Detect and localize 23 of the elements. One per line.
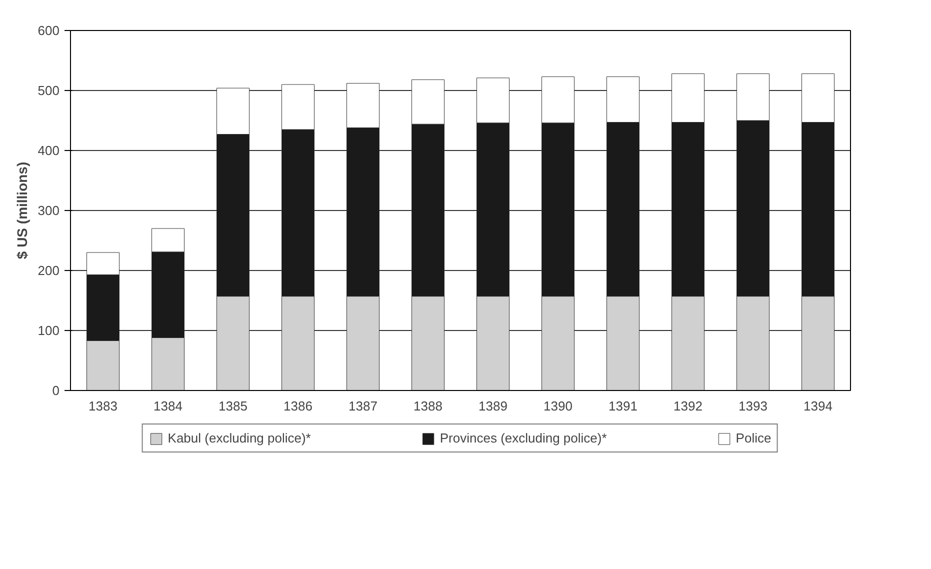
y-tick-label: 100 bbox=[38, 323, 60, 338]
y-tick-label: 400 bbox=[38, 143, 60, 158]
x-tick-label: 1387 bbox=[348, 398, 378, 414]
x-tick-label: 1383 bbox=[88, 398, 118, 414]
y-axis-title: $ US (millions) bbox=[14, 162, 30, 260]
y-tick-label: 500 bbox=[38, 83, 60, 98]
legend-label: Provinces (excluding police)* bbox=[440, 430, 607, 446]
x-tick-label: 1384 bbox=[154, 398, 182, 414]
x-tick-label: 1390 bbox=[544, 398, 572, 414]
x-tick-label: 1388 bbox=[414, 398, 442, 414]
y-tick-label: 200 bbox=[38, 263, 60, 278]
x-tick-label: 1389 bbox=[478, 398, 508, 414]
legend-label: Kabul (excluding police)* bbox=[168, 430, 311, 446]
y-tick-label: 0 bbox=[52, 383, 60, 398]
x-tick-label: 1385 bbox=[218, 398, 248, 414]
x-tick-label: 1386 bbox=[284, 398, 312, 414]
legend-label: Police bbox=[736, 430, 772, 446]
y-tick-label: 600 bbox=[38, 23, 60, 38]
x-tick-label: 1393 bbox=[738, 398, 768, 414]
x-tick-label: 1391 bbox=[608, 398, 638, 414]
y-tick-label: 300 bbox=[38, 203, 60, 218]
x-tick-label: 1392 bbox=[674, 398, 702, 414]
x-tick-label: 1394 bbox=[804, 398, 832, 414]
